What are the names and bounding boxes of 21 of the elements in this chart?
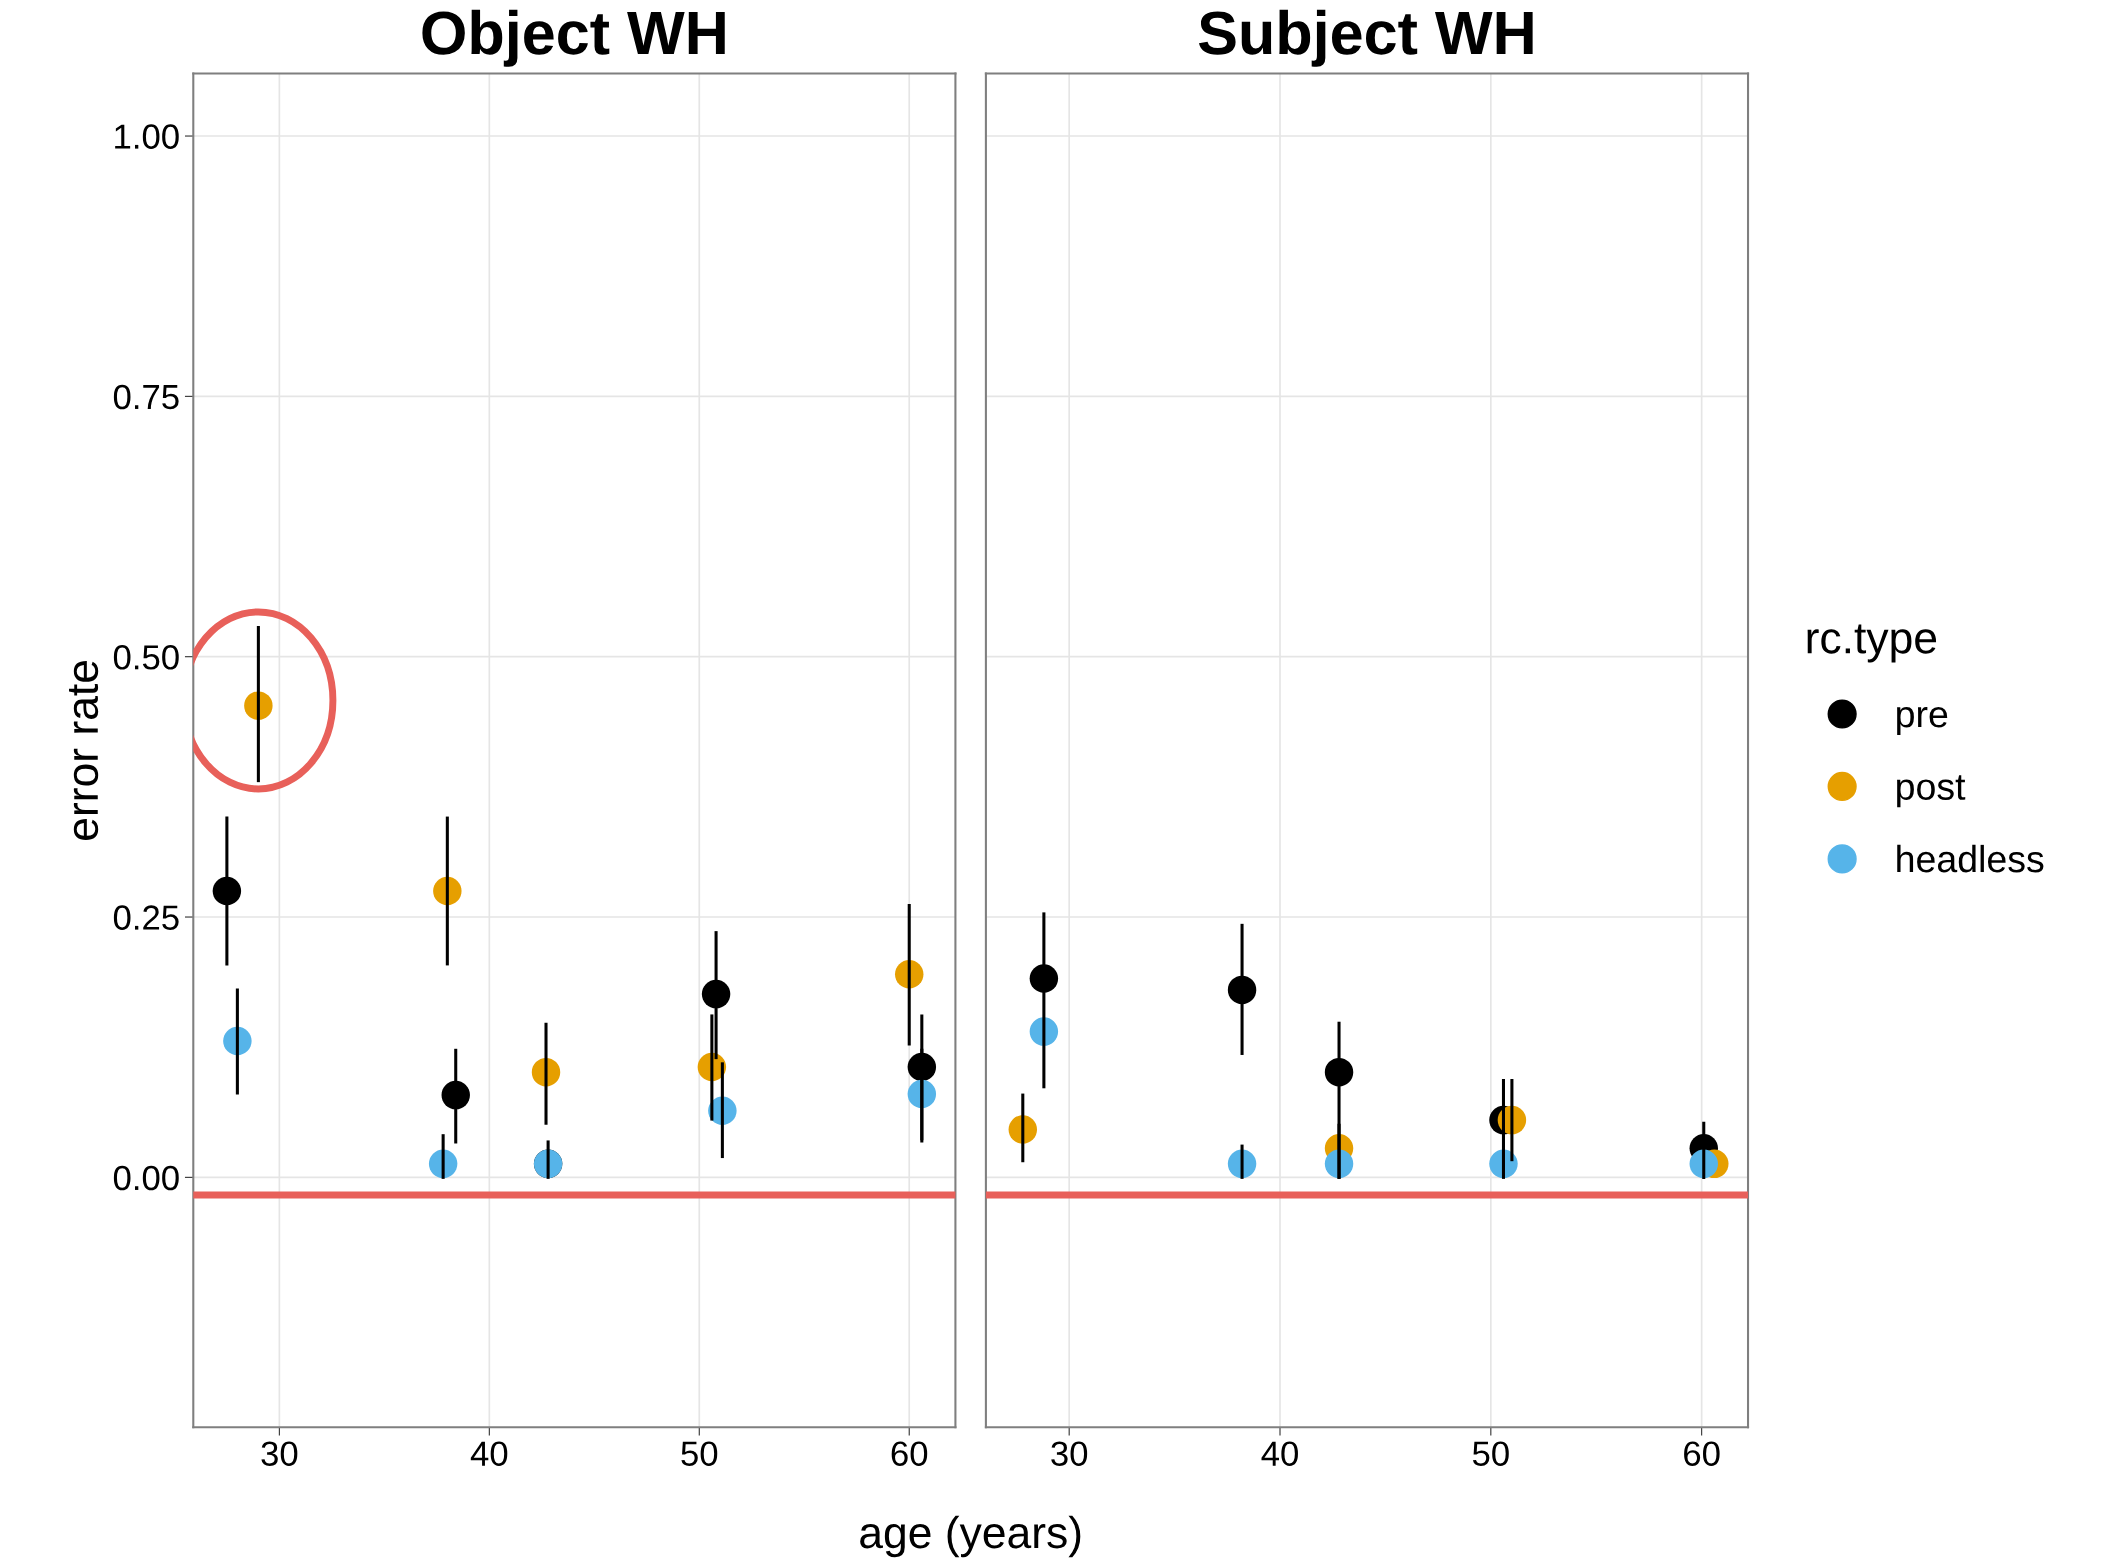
x-tick-label: 60 <box>891 1441 928 1466</box>
x-tick-label: 40 <box>1261 1441 1298 1466</box>
y-axis-title: error rate <box>69 661 99 840</box>
x-tick-label: 30 <box>261 1441 298 1466</box>
y-tick-label: 1.00 <box>115 124 179 149</box>
y-tick-label: 0.25 <box>113 905 179 930</box>
y-tick-label: 0.75 <box>113 384 179 410</box>
chart-title: Object WH <box>422 9 725 67</box>
x-tick-label: 30 <box>1051 1441 1088 1466</box>
y-tick-label: 0.50 <box>113 645 179 670</box>
legend-title: rc.type <box>1807 624 1937 663</box>
x-tick-label: 60 <box>1684 1441 1720 1466</box>
x-tick-label: 50 <box>1472 1441 1509 1466</box>
x-tick-label: 50 <box>681 1441 718 1466</box>
x-tick-label: 40 <box>470 1441 508 1466</box>
y-tick-label: 0.00 <box>113 1165 179 1191</box>
legend-label: post <box>1897 775 1966 808</box>
chart-title: Subject WH <box>1198 9 1533 67</box>
legend-label: headless <box>1897 844 2044 873</box>
legend-label: pre <box>1897 706 1948 735</box>
x-axis-title: age (years) <box>860 1515 1081 1558</box>
